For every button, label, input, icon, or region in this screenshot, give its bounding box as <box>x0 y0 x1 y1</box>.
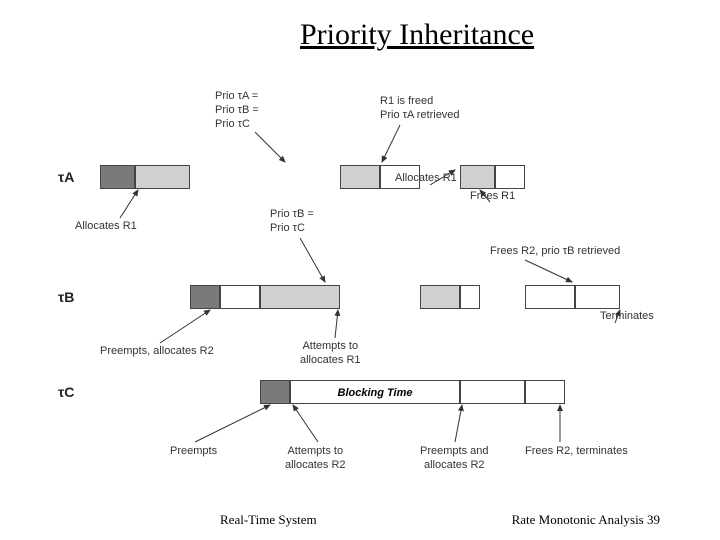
annotation-an13: Preempts andallocates R2 <box>420 445 488 473</box>
annotation-an9: Attempts toallocates R1 <box>300 340 361 368</box>
arrow-4 <box>120 190 138 218</box>
segment-a6 <box>495 165 525 189</box>
arrow-7 <box>160 310 210 343</box>
arrow-10 <box>195 405 270 442</box>
annotation-an8: Preempts, allocates R2 <box>100 345 214 359</box>
row-label-b: τB <box>58 289 74 305</box>
annotation-an14: Frees R2, terminates <box>525 445 628 459</box>
annotation-an4: Frees R1 <box>470 190 515 204</box>
annotation-an5: Allocates R1 <box>75 220 137 234</box>
segment-b7 <box>575 285 620 309</box>
annotation-an1: Prio τA =Prio τB =Prio τC <box>215 90 259 131</box>
segment-b2 <box>220 285 260 309</box>
timing-diagram: τA τB τC Blocking Time Prio τA =Prio τB … <box>60 90 680 490</box>
row-label-c: τC <box>58 384 74 400</box>
segment-b4 <box>420 285 460 309</box>
segment-a5 <box>460 165 495 189</box>
segment-b5 <box>460 285 480 309</box>
arrow-1 <box>382 125 400 162</box>
annotation-an2: R1 is freedPrio τA retrieved <box>380 95 460 123</box>
footer-left: Real-Time System <box>220 512 317 528</box>
page-title: Priority Inheritance <box>300 18 534 52</box>
segment-c3 <box>460 380 525 404</box>
footer-right: Rate Monotonic Analysis 39 <box>512 512 660 528</box>
arrow-12 <box>455 405 462 442</box>
annotation-an3: Allocates R1 <box>395 172 457 186</box>
segment-a2 <box>135 165 190 189</box>
arrow-5 <box>300 238 325 282</box>
arrow-8 <box>335 310 338 338</box>
segment-a3 <box>340 165 380 189</box>
annotation-an6: Prio τB =Prio τC <box>270 208 314 236</box>
annotation-an10: Terminates <box>600 310 654 324</box>
arrow-11 <box>293 405 318 442</box>
segment-a1 <box>100 165 135 189</box>
annotation-an11: Preempts <box>170 445 217 459</box>
segment-c1 <box>260 380 290 404</box>
segment-b1 <box>190 285 220 309</box>
arrow-0 <box>255 132 285 162</box>
segment-b6 <box>525 285 575 309</box>
row-label-a: τA <box>58 169 74 185</box>
segment-c2: Blocking Time <box>290 380 460 404</box>
segment-b3 <box>260 285 340 309</box>
annotation-an12: Attempts toallocates R2 <box>285 445 346 473</box>
arrow-6 <box>525 260 572 282</box>
annotation-an7: Frees R2, prio τB retrieved <box>490 245 620 259</box>
segment-c4 <box>525 380 565 404</box>
